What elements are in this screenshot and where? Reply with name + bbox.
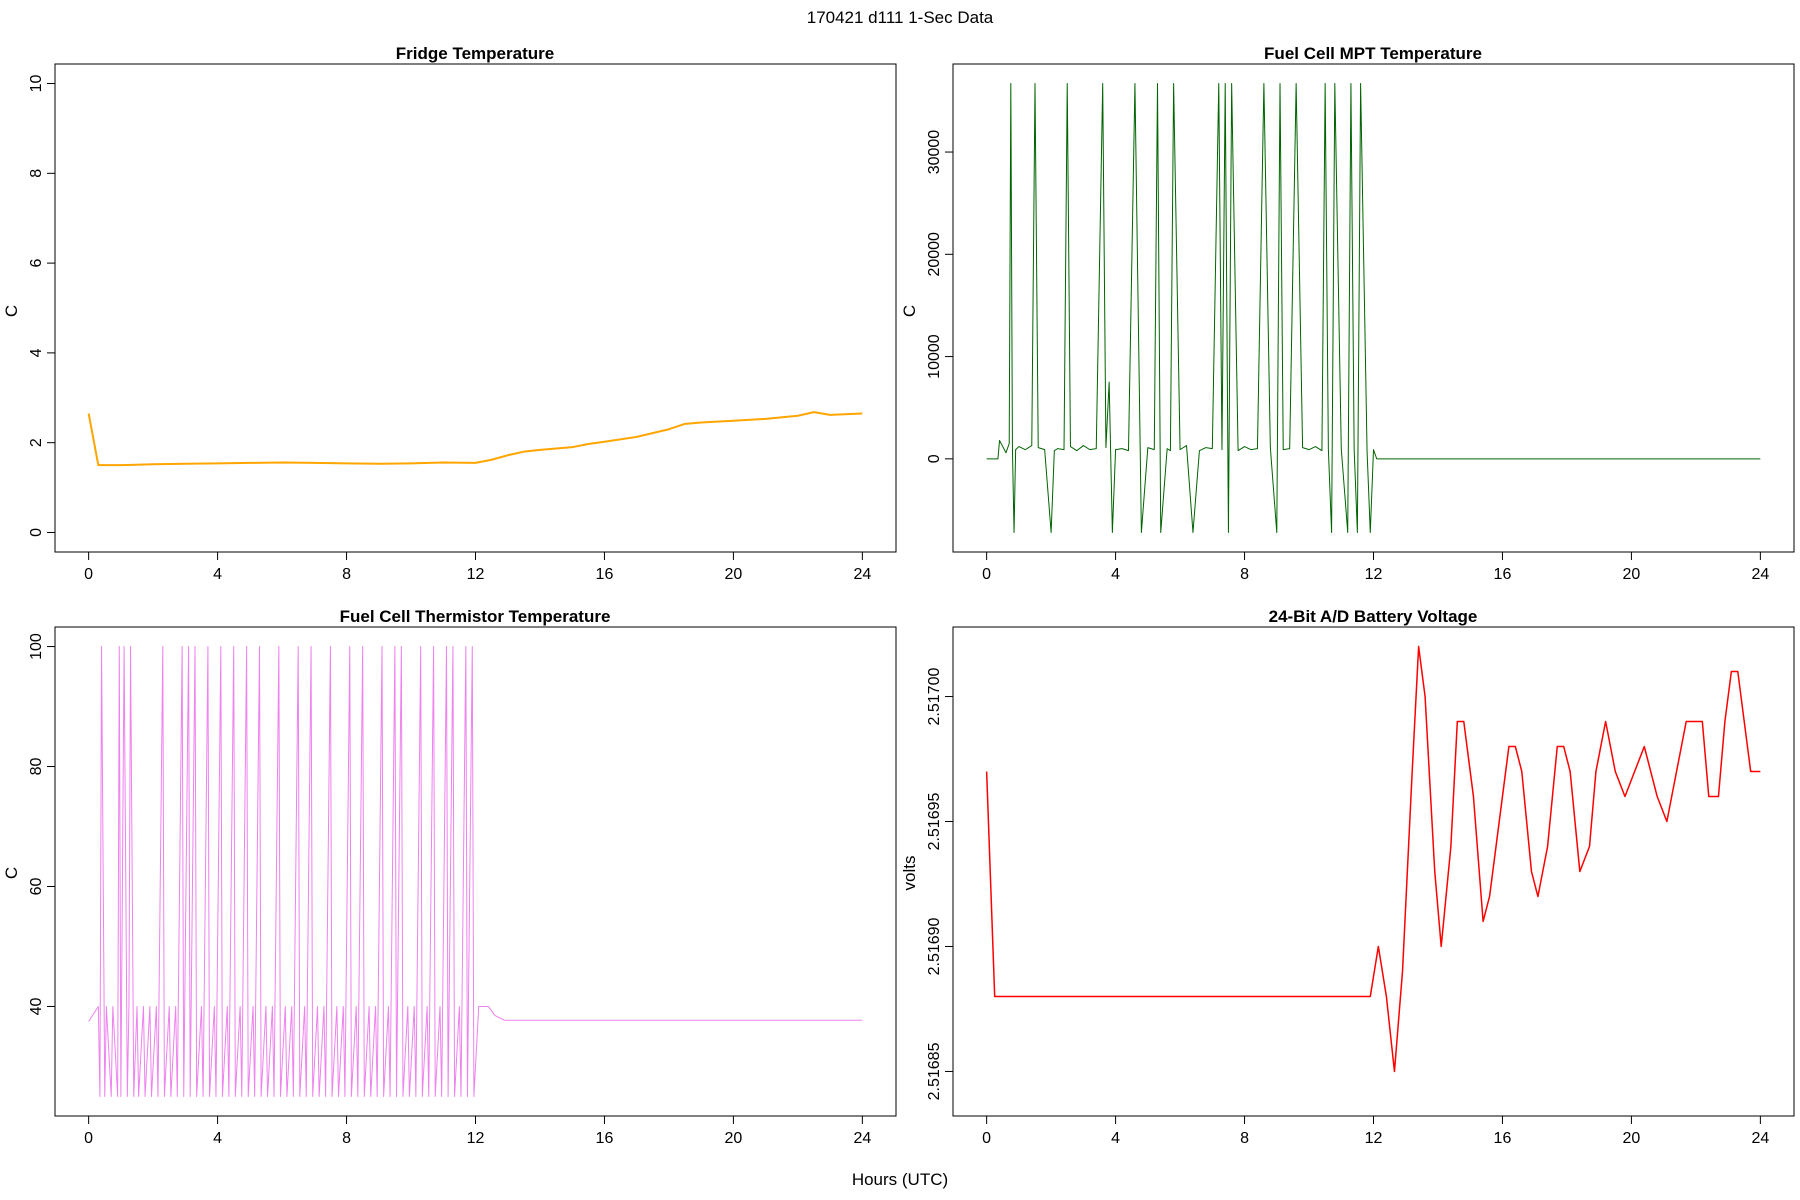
x-tick-label: 0 [84,1130,93,1147]
y-tick-label: 8 [28,169,45,178]
y-tick-label: 10000 [926,334,943,379]
x-tick-label: 20 [1623,566,1641,583]
series-line [88,646,863,1097]
y-tick-label: 80 [28,758,45,776]
panel-title: Fuel Cell MPT Temperature [1264,44,1482,63]
x-tick-label: 16 [596,1130,614,1147]
x-tick-label: 12 [1365,1130,1383,1147]
x-tick-label: 12 [467,1130,485,1147]
series-line [87,411,863,467]
panel-title: Fuel Cell Thermistor Temperature [340,607,611,626]
x-tick-label: 20 [1623,1130,1641,1147]
y-tick-label: 2.51685 [926,1042,943,1100]
y-axis-label: volts [900,856,919,891]
x-tick-label: 12 [467,566,485,583]
y-tick-label: 2.51695 [926,792,943,850]
y-tick-label: 6 [28,259,45,268]
x-tick-label: 0 [982,1130,991,1147]
x-tick-label: 24 [853,1130,871,1147]
y-axis-label: C [2,305,21,317]
x-tick-label: 4 [213,1130,222,1147]
y-tick-label: 2.51700 [926,668,943,726]
x-tick-label: 24 [1751,566,1769,583]
x-tick-label: 16 [1494,566,1512,583]
y-tick-label: 10 [28,75,45,93]
y-tick-label: 4 [28,348,45,357]
x-tick-label: 20 [725,566,743,583]
panel-fuel-cell-mpt-temperature: Fuel Cell MPT Temperature C 0 4 8 12 16 20 24 0… [900,44,1795,583]
y-tick-label: 0 [926,454,943,463]
x-tick-label: 8 [1240,1130,1249,1147]
y-tick-label: 100 [28,633,45,660]
x-tick-label: 8 [342,1130,351,1147]
y-tick-label: 0 [28,528,45,537]
y-tick-label: 20000 [926,232,943,277]
panel-title: 24-Bit A/D Battery Voltage [1269,607,1478,626]
y-tick-label: 60 [28,877,45,895]
x-tick-label: 16 [596,566,614,583]
x-tick-label: 8 [342,566,351,583]
figure-xlabel: Hours (UTC) [852,1170,948,1189]
plot-frame [952,63,1795,553]
x-tick-label: 20 [725,1130,743,1147]
x-tick-label: 8 [1240,566,1249,583]
x-tick-label: 24 [1751,1130,1769,1147]
x-tick-label: 4 [1111,566,1120,583]
y-tick-label: 2.51690 [926,917,943,975]
y-tick-label: 40 [28,997,45,1015]
x-tick-label: 0 [84,566,93,583]
x-tick-label: 12 [1365,566,1383,583]
y-axis-label: C [900,305,919,317]
plot-frame [54,63,897,553]
plot-frame [952,626,1795,1117]
y-axis-label: C [2,867,21,879]
series-line [986,83,1761,533]
x-tick-label: 24 [853,566,871,583]
series-line [985,645,1761,1073]
x-tick-label: 4 [213,566,222,583]
x-tick-label: 16 [1494,1130,1512,1147]
panel-battery-voltage: 24-Bit A/D Battery Voltage volts 0 4 8 12 16… [900,607,1795,1147]
panel-fuel-cell-thermistor-temperature: Fuel Cell Thermistor Temperature C 0 4 8 12… [2,607,897,1147]
x-tick-label: 0 [982,566,991,583]
x-tick-label: 4 [1111,1130,1120,1147]
panel-title: Fridge Temperature [396,44,554,63]
y-tick-label: 2 [28,438,45,447]
y-tick-label: 30000 [926,130,943,175]
figure-title: 170421 d111 1-Sec Data [807,8,994,27]
